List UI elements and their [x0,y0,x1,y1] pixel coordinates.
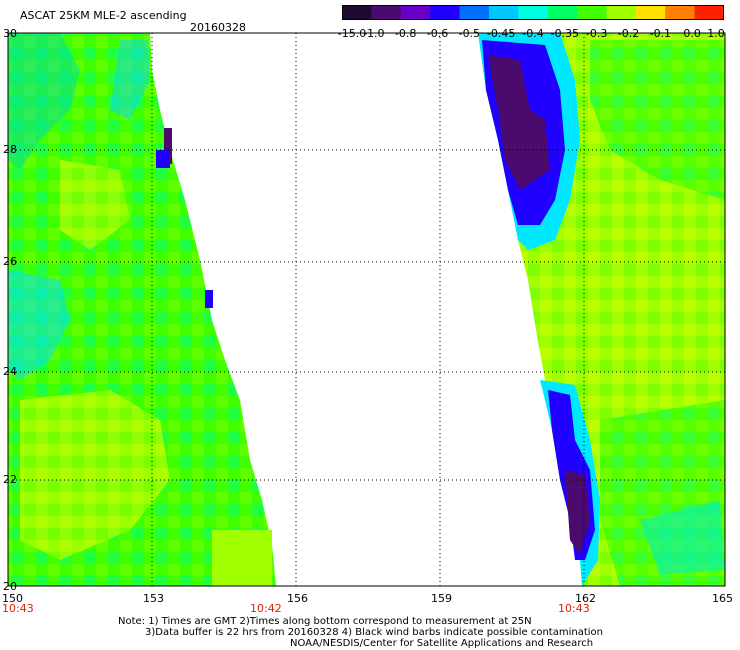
note-line-1: Note: 1) Times are GMT 2)Times along bot… [118,616,532,627]
colorbar-segment [606,5,637,20]
colorbar-tick-label: 1.0 [707,27,725,40]
colorbar-segment [694,5,724,20]
x-label-162: 162 [575,592,596,605]
colorbar-segment [488,5,519,20]
y-label-30: 30 [3,27,17,40]
colorbar-segment [665,5,696,20]
note-line-2: 3)Data buffer is 22 hrs from 20160328 4)… [145,627,603,638]
time-label-right: 10:43 [558,602,590,615]
colorbar-segment [371,5,402,20]
colorbar-tick-label: -0.2 [617,27,640,40]
time-label-mid: 10:42 [250,602,282,615]
colorbar-tick-label: -15.0 [337,27,367,40]
colorbar [342,5,724,20]
colorbar-segment [577,5,607,20]
map-date: 20160328 [190,21,246,34]
colorbar-segment [400,5,431,20]
map-title: ASCAT 25KM MLE-2 ascending [20,9,187,22]
colorbar-tick-label: 0.0 [683,27,701,40]
x-label-150: 150 [2,592,23,605]
colorbar-tick-label: -0.4 [522,27,544,40]
x-label-165: 165 [712,592,733,605]
x-label-159: 159 [431,592,452,605]
note-line-3: NOAA/NESDIS/Center for Satellite Applica… [290,638,594,649]
y-label-28: 28 [3,143,17,156]
colorbar-tick-label: -0.8 [394,27,417,40]
colorbar-segment [518,5,549,20]
left-swath [8,33,276,586]
colorbar-border [342,5,724,20]
x-label-153: 153 [143,592,164,605]
colorbar-tick-label: -1.0 [363,27,385,40]
x-label-156: 156 [287,592,308,605]
map-frame [7,32,726,587]
colorbar-segment [459,5,490,20]
right-swath [478,33,725,586]
colorbar-tick-label: -0.5 [458,27,481,40]
colorbar-segment [635,5,666,20]
colorbar-tick-label: -0.1 [649,27,672,40]
y-label-20: 20 [3,580,17,593]
y-label-22: 22 [3,473,17,486]
colorbar-segment [547,5,578,20]
colorbar-tick-label: -0.45 [486,27,516,40]
map-grid [8,33,725,586]
colorbar-segment [430,5,461,20]
colorbar-tick-label: -0.3 [585,27,608,40]
y-label-24: 24 [3,365,17,378]
y-label-26: 26 [3,255,17,268]
colorbar-tick-label: -0.6 [426,27,449,40]
colorbar-tick-label: -0.35 [550,27,580,40]
colorbar-segment [342,5,372,20]
time-label-left: 10:43 [2,602,34,615]
